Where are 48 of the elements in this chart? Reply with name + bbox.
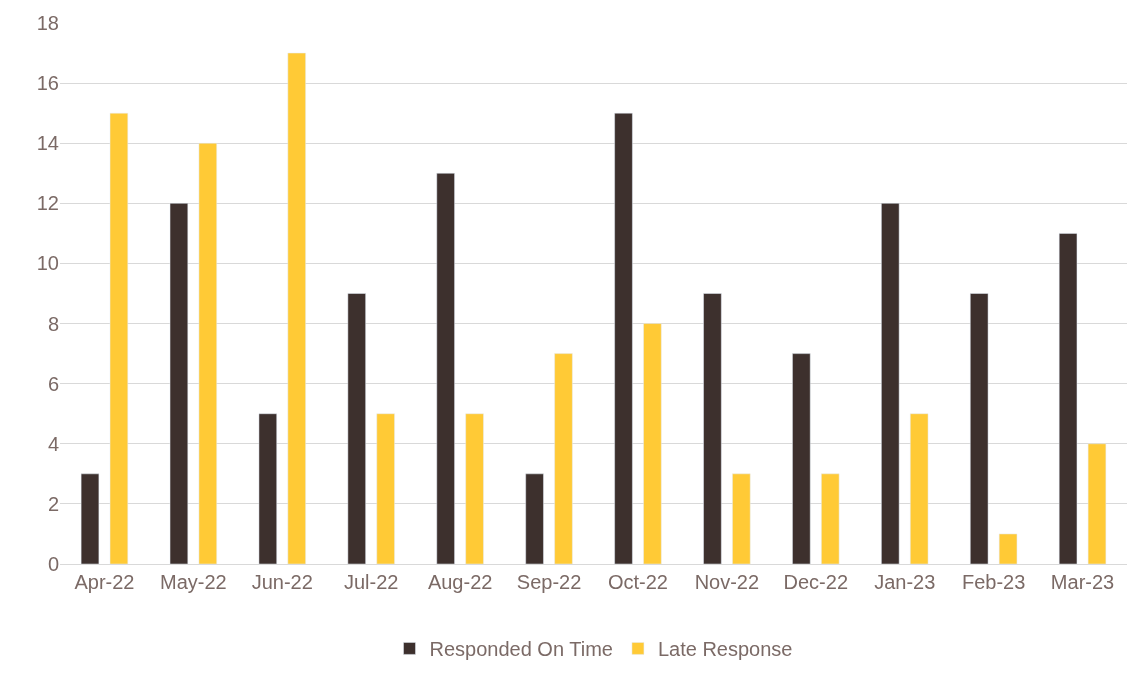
- bar: [643, 323, 662, 564]
- bar: [881, 203, 900, 564]
- bar: [732, 473, 751, 564]
- bar: [376, 413, 395, 564]
- x-tick-label: Apr-22: [74, 571, 135, 593]
- bar: [347, 293, 366, 564]
- bar: [910, 413, 929, 564]
- x-tick-label: Oct-22: [607, 571, 668, 593]
- y-tick-label: 14: [36, 132, 59, 155]
- bar: [258, 413, 277, 564]
- bar: [436, 173, 455, 564]
- bar: [970, 293, 989, 564]
- x-tick-label: Mar-23: [1050, 571, 1115, 593]
- y-tick-label: 10: [36, 252, 59, 275]
- x-tick-label: Jul-22: [343, 571, 399, 593]
- x-tick-label: Dec-22: [783, 571, 849, 593]
- bar: [198, 142, 217, 564]
- bar: [109, 112, 129, 564]
- x-tick-label: Jun-22: [251, 571, 313, 593]
- y-tick-label: 18: [36, 12, 59, 34]
- y-tick-label: 2: [47, 492, 59, 515]
- bar: [465, 413, 484, 564]
- x-tick-label: Aug-22: [427, 571, 493, 593]
- y-tick-label: 4: [47, 432, 59, 455]
- y-tick-label: 8: [47, 312, 59, 335]
- y-tick-label: 12: [36, 192, 59, 215]
- bar: [703, 293, 722, 564]
- bar: [554, 353, 573, 564]
- bar: [1087, 443, 1107, 564]
- x-tick-label: Jan-23: [874, 571, 936, 593]
- x-tick-label: May-22: [160, 571, 227, 593]
- legend-label: Responded On Time: [429, 638, 613, 661]
- bar: [792, 353, 811, 564]
- bar: [1058, 233, 1078, 564]
- bar: [821, 473, 840, 564]
- x-tick-label: Sep-22: [516, 571, 582, 593]
- bar: [525, 473, 544, 564]
- y-tick-label: 0: [47, 553, 59, 575]
- bar: [614, 112, 633, 564]
- bar: [998, 533, 1018, 564]
- y-tick-label: 6: [47, 372, 59, 395]
- legend-label: Late Response: [657, 638, 793, 661]
- bar: [287, 52, 306, 564]
- x-tick-label: Nov-22: [694, 571, 760, 593]
- y-tick-label: 16: [36, 72, 59, 95]
- bar: [80, 473, 100, 564]
- x-tick-label: Feb-23: [961, 571, 1026, 593]
- bar: [169, 203, 189, 564]
